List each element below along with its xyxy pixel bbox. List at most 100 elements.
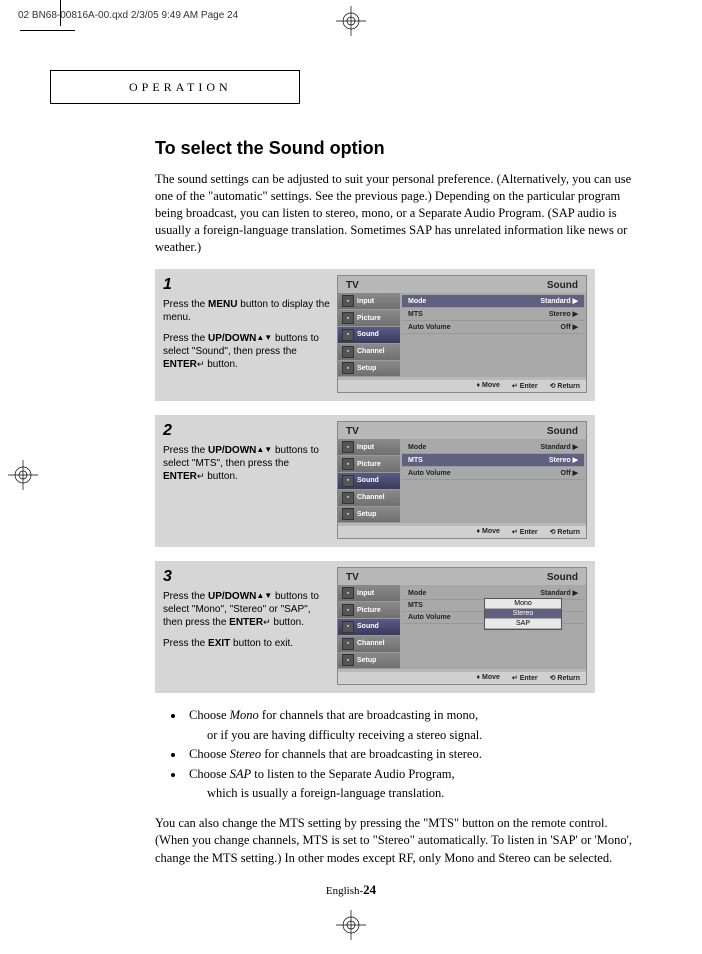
tv-osd-screenshot: TV Sound ▪Input▪Picture▪Sound▪Channel▪Setu… (337, 421, 587, 539)
step-instruction: Press the UP/DOWN▲▼ buttons to select "M… (163, 444, 331, 483)
bullet-continuation: or if you are having difficulty receivin… (203, 727, 635, 745)
step-instruction: Press the UP/DOWN▲▼ buttons to select "M… (163, 590, 331, 629)
osd-side-icon: ▪ (342, 362, 354, 374)
osd-footer-hint: ♦ Move (477, 528, 500, 536)
osd-footer-hint: ⟲ Return (550, 382, 580, 390)
step-text: 2Press the UP/DOWN▲▼ buttons to select "… (163, 421, 331, 539)
osd-row: Auto VolumeOff ▶ (402, 321, 584, 334)
step-text: 3Press the UP/DOWN▲▼ buttons to select "… (163, 567, 331, 685)
osd-title-right: Sound (547, 572, 578, 583)
osd-side-item: ▪Setup (338, 507, 400, 524)
osd-title-right: Sound (547, 280, 578, 291)
osd-side-item: ▪Input (338, 585, 400, 602)
osd-row: ModeStandard ▶ (402, 441, 584, 454)
osd-side-item: ▪Sound (338, 327, 400, 344)
osd-side-icon: ▪ (342, 638, 354, 650)
osd-side-icon: ▪ (342, 295, 354, 307)
osd-footer-hint: ⟲ Return (550, 674, 580, 682)
osd-row: MTSStereo ▶ (402, 454, 584, 467)
step-instruction: Press the UP/DOWN▲▼ buttons to select "S… (163, 332, 331, 371)
crop-hairline-h (20, 30, 75, 31)
osd-side-item: ▪Setup (338, 361, 400, 378)
osd-side-item: ▪Input (338, 439, 400, 456)
osd-footer-hint: ↵ Enter (512, 382, 538, 390)
osd-side-item: ▪Setup (338, 653, 400, 670)
osd-popup-item: Mono (485, 599, 561, 609)
osd-side-item: ▪Sound (338, 619, 400, 636)
osd-title-left: TV (346, 280, 359, 291)
osd-title-left: TV (346, 572, 359, 583)
bullet-list: Choose Mono for channels that are broadc… (155, 707, 635, 803)
osd-popup-item: SAP (485, 619, 561, 629)
osd-footer: ♦ Move ↵ Enter ⟲ Return (338, 672, 586, 684)
step-block: 1Press the MENU button to display the me… (155, 269, 595, 401)
page-content: OPERATION To select the Sound option The… (60, 70, 650, 867)
section-label: OPERATION (129, 80, 232, 94)
osd-sidebar: ▪Input▪Picture▪Sound▪Channel▪Setup (338, 585, 400, 669)
tv-osd-screenshot: TV Sound ▪Input▪Picture▪Sound▪Channel▪Setu… (337, 275, 587, 393)
page-title: To select the Sound option (155, 138, 635, 159)
osd-popup: MonoStereoSAP (484, 598, 562, 630)
page-number: English-24 (326, 882, 376, 898)
registration-mark-bottom (336, 910, 366, 944)
osd-sidebar: ▪Input▪Picture▪Sound▪Channel▪Setup (338, 293, 400, 377)
osd-main: ModeStandard ▶MTSStereo ▶Auto VolumeOff … (400, 293, 586, 377)
osd-side-icon: ▪ (342, 441, 354, 453)
osd-side-icon: ▪ (342, 329, 354, 341)
step-block: 3Press the UP/DOWN▲▼ buttons to select "… (155, 561, 595, 693)
section-tab: OPERATION (50, 70, 300, 104)
osd-footer: ♦ Move ↵ Enter ⟲ Return (338, 526, 586, 538)
osd-row: Auto VolumeOff ▶ (402, 467, 584, 480)
registration-mark-top (336, 6, 366, 40)
osd-side-icon: ▪ (342, 621, 354, 633)
step-number: 1 (163, 275, 331, 296)
osd-side-item: ▪Input (338, 293, 400, 310)
osd-side-item: ▪Picture (338, 602, 400, 619)
registration-mark-left (8, 460, 38, 494)
osd-footer-hint: ♦ Move (477, 382, 500, 390)
osd-side-item: ▪Channel (338, 490, 400, 507)
osd-main: ModeStandard ▶MTSStereo ▶Auto VolumeOff … (400, 439, 586, 523)
osd-side-icon: ▪ (342, 508, 354, 520)
osd-side-item: ▪Channel (338, 636, 400, 653)
osd-sidebar: ▪Input▪Picture▪Sound▪Channel▪Setup (338, 439, 400, 523)
step-text: 1Press the MENU button to display the me… (163, 275, 331, 393)
osd-row: ModeStandard ▶ (402, 295, 584, 308)
osd-title-right: Sound (547, 426, 578, 437)
osd-side-item: ▪Picture (338, 310, 400, 327)
step-block: 2Press the UP/DOWN▲▼ buttons to select "… (155, 415, 595, 547)
tv-osd-screenshot: TV Sound ▪Input▪Picture▪Sound▪Channel▪Setu… (337, 567, 587, 685)
osd-side-item: ▪Channel (338, 344, 400, 361)
page-num-prefix: English- (326, 885, 363, 897)
osd-side-icon: ▪ (342, 587, 354, 599)
bullet-item: Choose Stereo for channels that are broa… (185, 746, 635, 764)
closing-note: You can also change the MTS setting by p… (155, 815, 635, 868)
osd-popup-item: Stereo (485, 609, 561, 619)
osd-footer-hint: ↵ Enter (512, 674, 538, 682)
osd-title-left: TV (346, 426, 359, 437)
osd-side-item: ▪Sound (338, 473, 400, 490)
osd-side-icon: ▪ (342, 492, 354, 504)
intro-text: The sound settings can be adjusted to su… (155, 171, 635, 255)
page-num-value: 24 (363, 882, 376, 897)
osd-side-icon: ▪ (342, 475, 354, 487)
osd-footer-hint: ⟲ Return (550, 528, 580, 536)
osd-side-icon: ▪ (342, 604, 354, 616)
step-number: 3 (163, 567, 331, 588)
bullet-item: Choose SAP to listen to the Separate Aud… (185, 766, 635, 784)
osd-footer-hint: ♦ Move (477, 674, 500, 682)
step-instruction: Press the EXIT button to exit. (163, 637, 331, 650)
print-job-header: 02 BN68-00816A-00.qxd 2/3/05 9:49 AM Pag… (18, 10, 238, 21)
osd-row: MTSStereo ▶ (402, 308, 584, 321)
osd-footer: ♦ Move ↵ Enter ⟲ Return (338, 380, 586, 392)
osd-side-item: ▪Picture (338, 456, 400, 473)
step-number: 2 (163, 421, 331, 442)
osd-side-icon: ▪ (342, 458, 354, 470)
osd-footer-hint: ↵ Enter (512, 528, 538, 536)
step-instruction: Press the MENU button to display the men… (163, 298, 331, 324)
osd-side-icon: ▪ (342, 346, 354, 358)
osd-side-icon: ▪ (342, 312, 354, 324)
bullet-continuation: which is usually a foreign-language tran… (203, 785, 635, 803)
osd-side-icon: ▪ (342, 654, 354, 666)
bullet-item: Choose Mono for channels that are broadc… (185, 707, 635, 725)
